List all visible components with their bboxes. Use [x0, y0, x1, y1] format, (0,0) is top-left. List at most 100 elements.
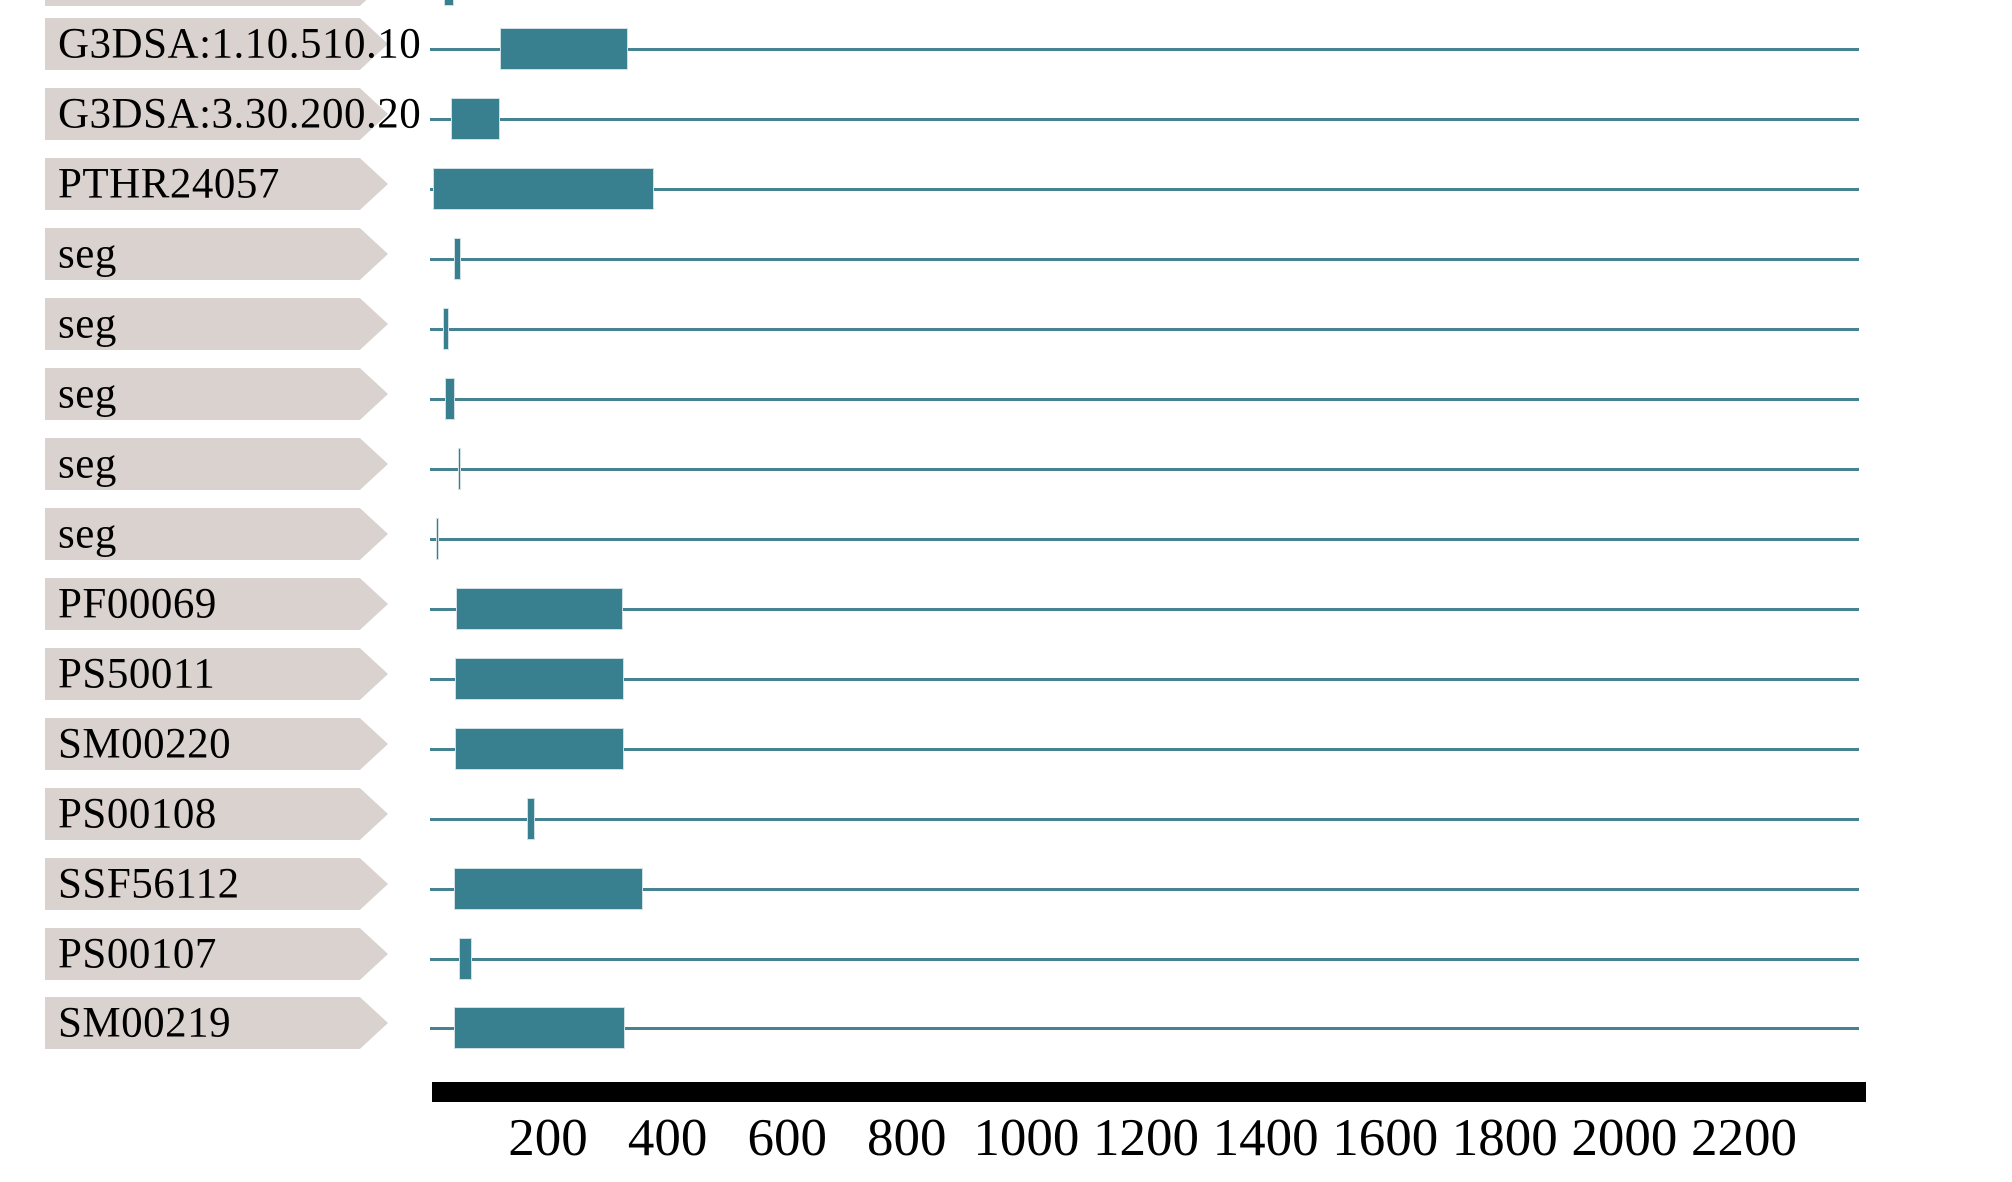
annotation-tag-shape [45, 368, 388, 420]
annotation-label: seg [58, 440, 117, 488]
annotation-row: G3DSA:1.10.510.10 [0, 14, 2012, 84]
annotation-label: seg [58, 300, 117, 348]
annotation-row: seg [0, 224, 2012, 294]
annotation-label-tag[interactable]: G3DSA:3.30.200.20 [45, 88, 421, 140]
feature-tick[interactable] [458, 448, 461, 490]
annotation-label-tag[interactable] [45, 0, 388, 6]
feature-bar[interactable] [459, 938, 472, 980]
axis-tick-label: 2000 [1571, 1109, 1678, 1167]
annotation-label: seg [58, 230, 117, 278]
sequence-track-line [430, 677, 1859, 681]
annotation-row: G3DSA:3.30.200.20 [0, 84, 2012, 154]
annotation-label-tag[interactable]: PF00069 [45, 578, 388, 630]
axis-tick-label: 1600 [1332, 1109, 1439, 1167]
annotation-label-tag[interactable]: seg [45, 368, 388, 420]
annotation-row: seg [0, 504, 2012, 574]
feature-bar[interactable] [454, 1007, 625, 1049]
sequence-track-line [430, 887, 1859, 891]
annotation-tag-shape [45, 578, 388, 630]
annotation-label: SM00219 [58, 999, 232, 1047]
annotation-label: seg [58, 370, 117, 418]
sequence-track-line [430, 957, 1859, 961]
annotation-label: SM00220 [58, 720, 232, 768]
annotation-tag-shape [45, 718, 388, 770]
feature-bar[interactable] [451, 98, 500, 140]
sequence-track-line [430, 47, 1859, 51]
sequence-track-line [430, 1026, 1859, 1030]
feature-bar[interactable] [454, 868, 643, 910]
feature-bar[interactable] [455, 728, 624, 770]
annotation-label-tag[interactable]: PS50011 [45, 648, 388, 700]
axis-tick-label: 1400 [1212, 1109, 1319, 1167]
axis-tick-label: 1200 [1093, 1109, 1199, 1167]
annotation-label-tag[interactable]: PTHR24057 [45, 158, 388, 210]
annotation-label-tag[interactable]: G3DSA:1.10.510.10 [45, 18, 421, 70]
feature-bar[interactable] [433, 168, 654, 210]
sequence-track-line [430, 607, 1859, 611]
feature-tick[interactable] [444, 0, 454, 6]
feature-tick[interactable] [527, 798, 535, 840]
sequence-track-line [430, 187, 1859, 191]
axis-tick-label: 400 [627, 1109, 708, 1167]
feature-tick[interactable] [443, 308, 449, 350]
annotation-label-tag[interactable]: seg [45, 298, 388, 350]
annotation-label-tag[interactable]: SSF56112 [45, 858, 388, 910]
annotation-tag-shape [45, 508, 388, 560]
feature-tick[interactable] [436, 518, 439, 560]
annotation-label: PTHR24057 [58, 160, 280, 208]
annotation-label: SSF56112 [58, 860, 240, 908]
axis-tick-label: 1000 [973, 1109, 1080, 1167]
annotation-label: G3DSA:1.10.510.10 [58, 20, 422, 68]
annotation-label: PS00108 [58, 790, 217, 838]
annotation-label: PF00069 [58, 580, 217, 628]
annotation-label-tag[interactable]: PS00108 [45, 788, 388, 840]
axis-tick-label: 1800 [1451, 1109, 1558, 1167]
sequence-track-line [430, 117, 1859, 121]
annotation-tag-shape [45, 18, 388, 70]
annotation-row: seg [0, 364, 2012, 434]
annotation-row: SSF56112 [0, 854, 2012, 924]
annotation-tag-shape [45, 88, 388, 140]
sequence-track-line [430, 467, 1859, 471]
axis-bar [432, 1082, 1866, 1102]
annotation-label-tag[interactable]: PS00107 [45, 928, 388, 980]
annotation-label: PS00107 [58, 930, 217, 978]
annotation-label-tag[interactable]: SM00219 [45, 997, 388, 1049]
annotation-tag-shape [45, 648, 388, 700]
annotation-tag-shape [45, 788, 388, 840]
annotation-tag-shape [45, 997, 388, 1049]
annotation-tag-shape [45, 928, 388, 980]
feature-tick[interactable] [445, 378, 455, 420]
sequence-track-line [430, 327, 1859, 331]
annotation-row: PS00108 [0, 784, 2012, 854]
sequence-track-line [430, 747, 1859, 751]
annotation-row-truncated [0, 0, 2012, 20]
annotation-row: SM00219 [0, 993, 2012, 1063]
feature-tick[interactable] [454, 238, 461, 280]
axis-tick-label: 2200 [1691, 1109, 1797, 1167]
annotation-row: PTHR24057 [0, 154, 2012, 224]
axis-tick-label: 200 [508, 1109, 588, 1167]
annotation-label: G3DSA:3.30.200.20 [58, 90, 422, 138]
annotation-tag-shape [45, 298, 388, 350]
sequence-track-line [430, 537, 1859, 541]
axis-tick-label: 800 [867, 1109, 947, 1167]
feature-bar[interactable] [455, 658, 624, 700]
annotation-label-tag[interactable]: seg [45, 508, 388, 560]
annotation-tag-shape [45, 438, 388, 490]
annotation-label-tag[interactable]: seg [45, 438, 388, 490]
annotation-tag-shape [45, 858, 388, 910]
feature-bar[interactable] [456, 588, 623, 630]
annotation-row: SM00220 [0, 714, 2012, 784]
sequence-track-line [430, 257, 1859, 261]
annotation-label-tag[interactable]: SM00220 [45, 718, 388, 770]
annotation-row: PF00069 [0, 574, 2012, 644]
annotation-label-tag[interactable]: seg [45, 228, 388, 280]
annotation-row: PS50011 [0, 644, 2012, 714]
annotation-row: seg [0, 294, 2012, 364]
annotation-tag-shape [45, 228, 388, 280]
feature-bar[interactable] [500, 28, 628, 70]
annotation-tag-shape [45, 0, 388, 6]
annotation-row: PS00107 [0, 924, 2012, 994]
